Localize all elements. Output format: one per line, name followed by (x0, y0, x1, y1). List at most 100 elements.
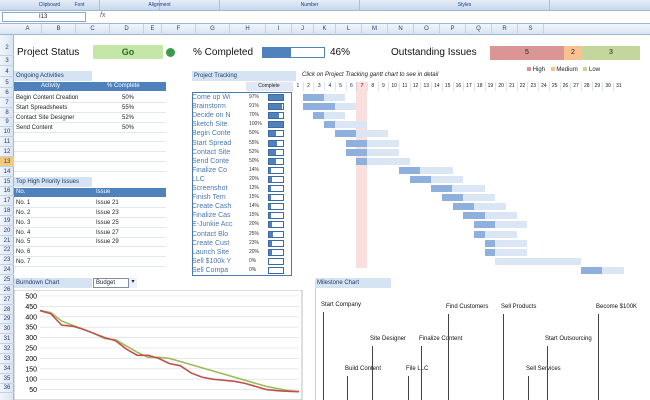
row-header-19[interactable]: 19 (0, 216, 14, 226)
row-header-6[interactable]: 6 (0, 88, 14, 98)
burndown-title: Burndown Chart (14, 278, 92, 288)
ongoing-activity: Begin Content Creation (16, 95, 79, 101)
milestone-label: File LLC (406, 366, 429, 372)
row-header-12[interactable]: 12 (0, 147, 14, 157)
milestone-stem (421, 346, 422, 400)
burndown-dropdown[interactable]: Budget ▾ (93, 278, 137, 288)
task-name[interactable]: Contact Site (192, 148, 231, 156)
row-header-32[interactable]: 32 (0, 344, 14, 354)
row-header-22[interactable]: 22 (0, 245, 14, 256)
column-header-q[interactable]: Q (466, 24, 492, 35)
task-name[interactable]: Begin Conte (192, 130, 231, 138)
task-name[interactable]: Sketch Site (192, 121, 228, 129)
row-header-29[interactable]: 29 (0, 314, 14, 325)
task-name[interactable]: Launch Site (192, 248, 229, 256)
gantt-remaining-bar (313, 112, 346, 120)
row-header-34[interactable]: 34 (0, 364, 14, 374)
row-header-28[interactable]: 28 (0, 305, 14, 315)
task-name[interactable]: Screenshot (192, 185, 228, 192)
column-header-s[interactable]: S (518, 24, 544, 35)
column-header-d[interactable]: D (110, 24, 144, 35)
task-name[interactable]: Finish Tem (192, 194, 226, 202)
gantt-chart[interactable]: Complete 1 2 3 4 5 6 7 8 9 10 11 12 13 14 15 16 17 18 19 20… (192, 82, 646, 276)
column-header-e[interactable]: E (144, 24, 162, 35)
row-header-7[interactable]: 7 (0, 98, 14, 108)
y-tick-label: 250 (25, 346, 37, 353)
task-name[interactable]: Finalize Cas (192, 212, 231, 220)
row-header-35[interactable]: 35 (0, 374, 14, 384)
task-name[interactable]: Come up Wi (192, 94, 231, 101)
row-header-10[interactable]: 10 (0, 127, 14, 138)
row-header-26[interactable]: 26 (0, 285, 14, 295)
fx-icon[interactable]: fx (100, 12, 106, 19)
ribbon-group-number[interactable]: Number (260, 0, 360, 10)
outstanding-issues-label: Outstanding Issues (391, 47, 477, 58)
ribbon-group-clipboard[interactable]: Clipboard (0, 0, 100, 10)
row-header-24[interactable]: 24 (0, 265, 14, 276)
issue-number: No. 7 (16, 259, 31, 266)
row-header-14[interactable]: 14 (0, 167, 14, 177)
row-header-36[interactable]: 36 (0, 383, 14, 394)
column-header-g[interactable]: G (196, 24, 230, 35)
row-header-18[interactable]: 18 (0, 206, 14, 217)
row-header-23[interactable]: 23 (0, 255, 14, 266)
row-header-30[interactable]: 30 (0, 324, 14, 335)
column-header-i[interactable]: I (266, 24, 292, 35)
row-header-9[interactable]: 9 (0, 117, 14, 128)
column-header-r[interactable]: R (492, 24, 518, 35)
task-name[interactable]: Create Cust (192, 239, 230, 247)
issue-number: No. 2 (16, 209, 31, 216)
task-name[interactable]: E-Junkie Acc (192, 221, 233, 229)
column-header-l[interactable]: L (336, 24, 362, 35)
task-progress-bar (268, 230, 284, 238)
row-header-13[interactable]: 13 (0, 156, 14, 167)
gantt-done-bar (302, 94, 325, 101)
task-name[interactable]: Start Spread (192, 139, 232, 147)
milestone-label: Start Company (321, 302, 362, 308)
row-header-33[interactable]: 33 (0, 354, 14, 364)
column-header-p[interactable]: P (440, 24, 466, 35)
chevron-down-icon[interactable]: ▾ (128, 278, 137, 288)
row-header-3[interactable]: 3 (0, 56, 14, 66)
task-name[interactable]: Brainstorm (192, 103, 226, 111)
column-header-j[interactable]: J (292, 24, 314, 35)
row-header-21[interactable]: 21 (0, 236, 14, 246)
ribbon-group-alignment[interactable]: Alignment (100, 0, 220, 10)
row-header-27[interactable]: 27 (0, 295, 14, 305)
row-header-2[interactable]: 2 (0, 40, 14, 56)
task-name[interactable]: Contact Blo (192, 230, 229, 238)
row-header-4[interactable]: 4 (0, 67, 14, 77)
task-name[interactable]: Sell $100k Y (192, 257, 232, 265)
task-name[interactable]: LLC (192, 175, 205, 183)
column-header-m[interactable]: M (362, 24, 388, 35)
formula-bar: I13 fx (0, 11, 650, 24)
row-header-5[interactable]: 5 (0, 78, 14, 88)
row-header-31[interactable]: 31 (0, 334, 14, 345)
task-name[interactable]: Sell Compa (192, 266, 229, 274)
row-header-25[interactable]: 25 (0, 275, 14, 285)
column-header-k[interactable]: K (314, 24, 336, 35)
row-header-11[interactable]: 11 (0, 137, 14, 148)
column-header-o[interactable]: O (414, 24, 440, 35)
row-header-8[interactable]: 8 (0, 108, 14, 118)
gantt-done-bar (463, 212, 485, 220)
column-header-h[interactable]: H (230, 24, 266, 35)
ribbon-group-font[interactable]: Font (0, 0, 160, 10)
column-header-a[interactable]: A (14, 24, 42, 35)
task-name[interactable]: Finalize Co (192, 166, 228, 174)
task-name[interactable]: Create Cash (192, 203, 232, 211)
col-issue: Issue (96, 189, 111, 195)
row-header-15[interactable]: 15 (0, 177, 14, 187)
column-header-c[interactable]: C (76, 24, 110, 35)
ribbon-group-styles[interactable]: Styles (380, 0, 550, 10)
column-header-n[interactable]: N (388, 24, 414, 35)
row-header-16[interactable]: 16 (0, 186, 14, 197)
column-header-f[interactable]: F (162, 24, 196, 35)
row-header-20[interactable]: 20 (0, 226, 14, 236)
task-name[interactable]: Send Conte (192, 157, 229, 165)
task-progress-bar (268, 185, 284, 192)
task-name[interactable]: Decide on N (192, 112, 231, 120)
row-header-17[interactable]: 17 (0, 196, 14, 207)
column-header-b[interactable]: B (42, 24, 76, 35)
name-box[interactable]: I13 (2, 12, 86, 22)
